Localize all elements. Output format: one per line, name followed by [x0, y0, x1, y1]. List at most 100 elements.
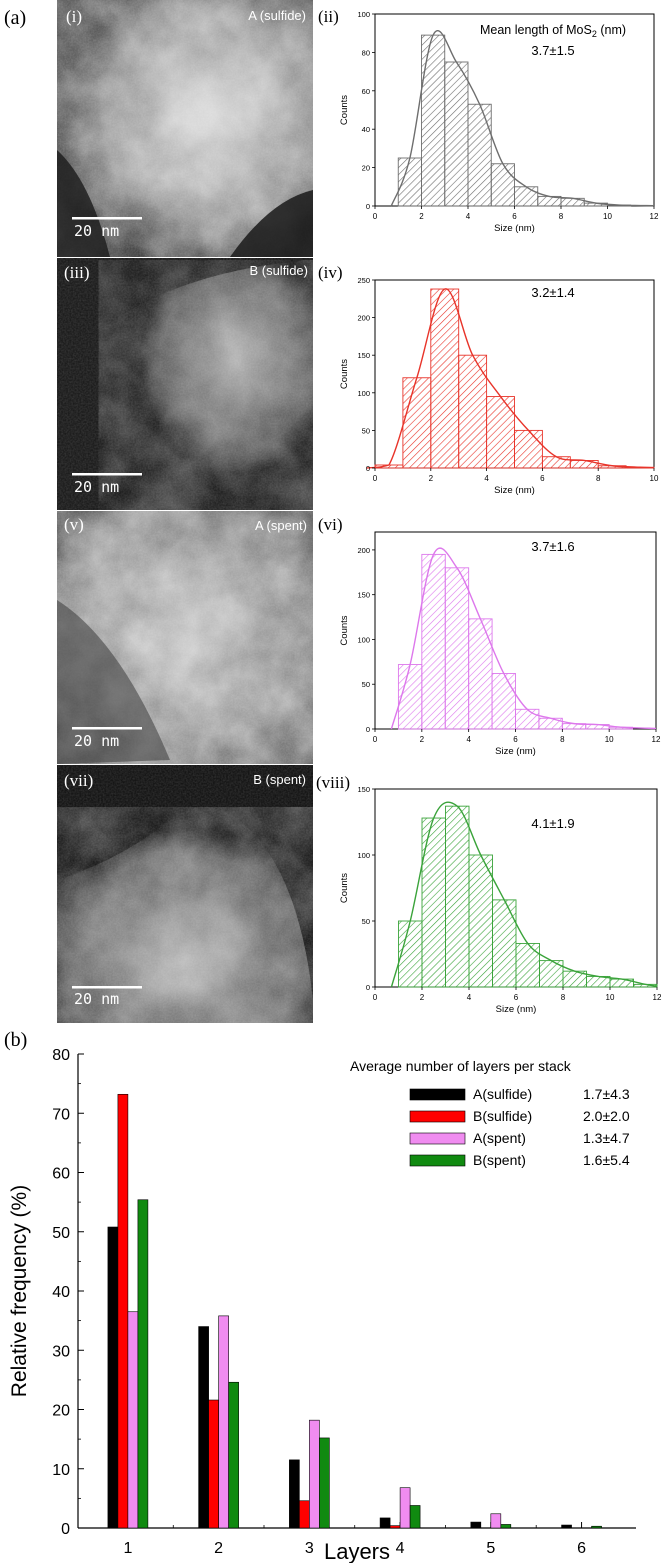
- y-tick-label: 10: [52, 1462, 70, 1479]
- y-axis-label: Counts: [339, 615, 350, 645]
- x-tick-label: 0: [373, 474, 378, 483]
- x-tick-label: 4: [396, 1540, 405, 1557]
- y-tick-label: 0: [61, 1521, 70, 1538]
- y-axis-label: Counts: [339, 95, 350, 125]
- panel-b-label: (b): [4, 1029, 27, 1051]
- x-tick-label: 2: [419, 212, 424, 221]
- x-axis-label: Size (nm): [494, 223, 535, 234]
- tem-image-a-sulfide: [57, 0, 313, 257]
- histogram-bar: [444, 61, 469, 207]
- y-tick-label: 80: [362, 48, 370, 57]
- panel-label-vi: (vi): [318, 515, 343, 534]
- x-tick-label: 0: [373, 735, 378, 744]
- bar-b-spent: [500, 1524, 512, 1529]
- x-tick-label: 12: [652, 735, 661, 744]
- legend-value: 1.6±5.4: [583, 1152, 630, 1168]
- histogram-viii: 0 2 4 6 8 10 12 0 50 100 150 Size (nm) Counts 4.1±1.9: [339, 785, 662, 1015]
- panel-label-viii: (viii): [316, 773, 350, 792]
- histogram-bar: [492, 899, 517, 988]
- y-tick-label: 150: [357, 591, 370, 600]
- y-tick-label: 30: [52, 1343, 70, 1360]
- y-tick-label: 150: [357, 785, 370, 794]
- x-tick-label: 4: [484, 474, 489, 483]
- legend-label: B(spent): [473, 1152, 526, 1168]
- y-tick-label: 200: [357, 546, 370, 555]
- x-tick-label: 0: [373, 212, 378, 221]
- x-tick-label: 4: [467, 993, 472, 1002]
- y-tick-label: 0: [366, 983, 370, 992]
- scale-bar: [72, 986, 142, 989]
- bar-a-sulfide: [107, 1226, 119, 1529]
- layer-distribution-chart: 0 10 20 30 40 50 60 70 80 1 2 3 4 5 6 Layers Relative fr…: [8, 1047, 636, 1563]
- histogram-bar: [490, 163, 515, 207]
- histogram-bar: [515, 942, 540, 988]
- tem-image-b-sulfide: [57, 258, 313, 510]
- histogram-bar: [445, 805, 470, 988]
- histogram-bar: [468, 618, 493, 730]
- x-tick-label: 5: [486, 1540, 495, 1557]
- histogram-bar: [514, 429, 543, 469]
- x-tick-label: 10: [650, 474, 659, 483]
- legend-label: A(sulfide): [473, 1086, 532, 1102]
- scale-bar: [72, 727, 142, 730]
- bar-a-sulfide: [561, 1524, 572, 1529]
- histogram-bar: [468, 854, 493, 988]
- bar-a-sulfide: [379, 1517, 391, 1529]
- y-tick-label: 250: [357, 276, 370, 285]
- scale-bar-label: 20 nm: [74, 222, 119, 240]
- x-tick-label: 10: [603, 212, 612, 221]
- x-tick-label: 10: [606, 993, 615, 1002]
- image-tag-a-sulfide: A (sulfide): [248, 8, 306, 23]
- x-tick-label: 6: [577, 1540, 586, 1557]
- scale-bar-label: 20 nm: [74, 732, 119, 750]
- legend-swatch: [409, 1154, 466, 1167]
- x-axis-label: Size (nm): [496, 1004, 537, 1015]
- x-tick-label: 12: [650, 212, 659, 221]
- y-axis-label: Relative frequency (%): [8, 1185, 31, 1397]
- histogram-bar: [398, 920, 423, 988]
- x-tick-label: 2: [429, 474, 434, 483]
- panel-label-ii: (ii): [318, 7, 339, 26]
- y-tick-label: 50: [362, 680, 370, 689]
- y-tick-label: 40: [52, 1284, 70, 1301]
- bar-b-spent: [319, 1437, 330, 1529]
- bar-b-spent: [591, 1525, 602, 1529]
- image-tag-a-spent: A (spent): [255, 518, 307, 533]
- y-tick-label: 50: [52, 1225, 70, 1242]
- legend-swatch: [409, 1132, 466, 1145]
- legend-value: 1.7±4.3: [583, 1086, 630, 1102]
- histogram-bar: [515, 708, 540, 730]
- histogram-bar: [421, 34, 446, 207]
- mean-length-value: 3.2±1.4: [531, 285, 574, 300]
- histogram-bar: [430, 288, 460, 469]
- x-axis-label: Size (nm): [495, 746, 536, 757]
- panel-label-iv: (iv): [318, 263, 343, 282]
- histogram-bar: [402, 377, 432, 469]
- histogram-bar: [444, 567, 470, 730]
- bar-b-spent: [409, 1505, 421, 1529]
- bar-a-spent: [127, 1311, 139, 1529]
- histogram-bar: [569, 460, 599, 469]
- image-label-iii: (iii): [64, 263, 90, 282]
- image-label-v: (v): [64, 515, 84, 534]
- legend-value: 1.3±4.7: [583, 1130, 630, 1146]
- x-axis-label: Size (nm): [494, 485, 535, 496]
- y-axis-label: Counts: [339, 873, 350, 903]
- scale-bar: [72, 217, 142, 220]
- legend-label: B(sulfide): [473, 1108, 532, 1124]
- x-tick-label: 8: [561, 993, 566, 1002]
- y-tick-label: 60: [52, 1166, 70, 1183]
- y-tick-label: 50: [362, 917, 370, 926]
- legend-label: A(spent): [473, 1130, 526, 1146]
- y-tick-label: 40: [362, 125, 370, 134]
- y-tick-label: 200: [357, 314, 370, 323]
- x-tick-label: 2: [214, 1540, 223, 1557]
- fit-curve: [366, 288, 655, 469]
- histogram-bar: [514, 186, 539, 207]
- mean-length-value: 3.7±1.6: [531, 539, 574, 554]
- x-tick-label: 2: [420, 993, 425, 1002]
- y-tick-label: 0: [366, 464, 370, 473]
- bar-a-sulfide: [289, 1459, 300, 1529]
